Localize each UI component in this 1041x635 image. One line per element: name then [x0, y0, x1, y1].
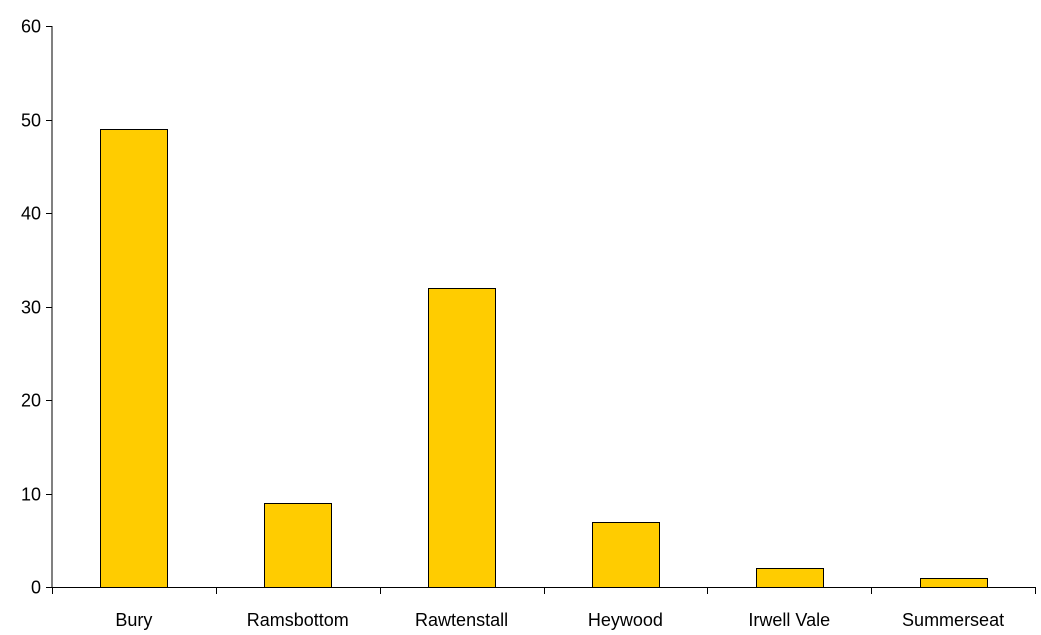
y-tick-label: 10	[21, 485, 41, 505]
bar-heywood	[592, 522, 660, 588]
y-axis: 0 10 20 30 40 50 60	[21, 17, 53, 598]
y-tick-label: 40	[21, 204, 41, 224]
y-tick-label: 20	[21, 391, 41, 411]
x-tick-label-heywood: Heywood	[588, 610, 663, 630]
bar-irwell-vale	[756, 568, 824, 588]
bar-bury	[100, 129, 168, 588]
y-tick-label: 50	[21, 111, 41, 131]
y-tick-label: 60	[21, 17, 41, 37]
bar-ramsbottom	[264, 503, 332, 588]
y-tick-label: 30	[21, 298, 41, 318]
x-axis: Bury Ramsbottom Rawtenstall Heywood Irwell V…	[52, 587, 1036, 630]
x-tick-label-bury: Bury	[115, 610, 152, 630]
x-tick-label-rawtenstall: Rawtenstall	[415, 610, 508, 630]
bars	[100, 129, 988, 588]
bar-summerseat	[920, 578, 988, 588]
x-tick-label-irwell-vale: Irwell Vale	[748, 610, 830, 630]
x-tick-label-summerseat: Summerseat	[902, 610, 1004, 630]
x-tick-label-ramsbottom: Ramsbottom	[247, 610, 349, 630]
bar-rawtenstall	[428, 288, 496, 588]
y-tick-label: 0	[31, 578, 41, 598]
